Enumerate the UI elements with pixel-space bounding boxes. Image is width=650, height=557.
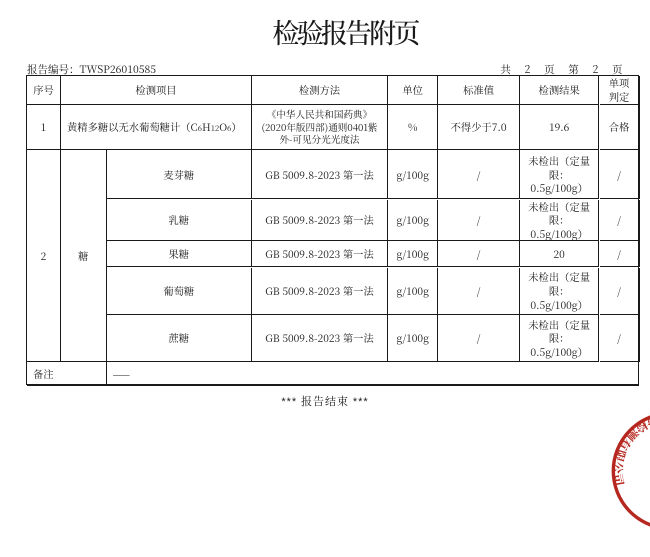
svg-text:检验检测有限公司: 检验检测有限公司 [609, 409, 650, 489]
